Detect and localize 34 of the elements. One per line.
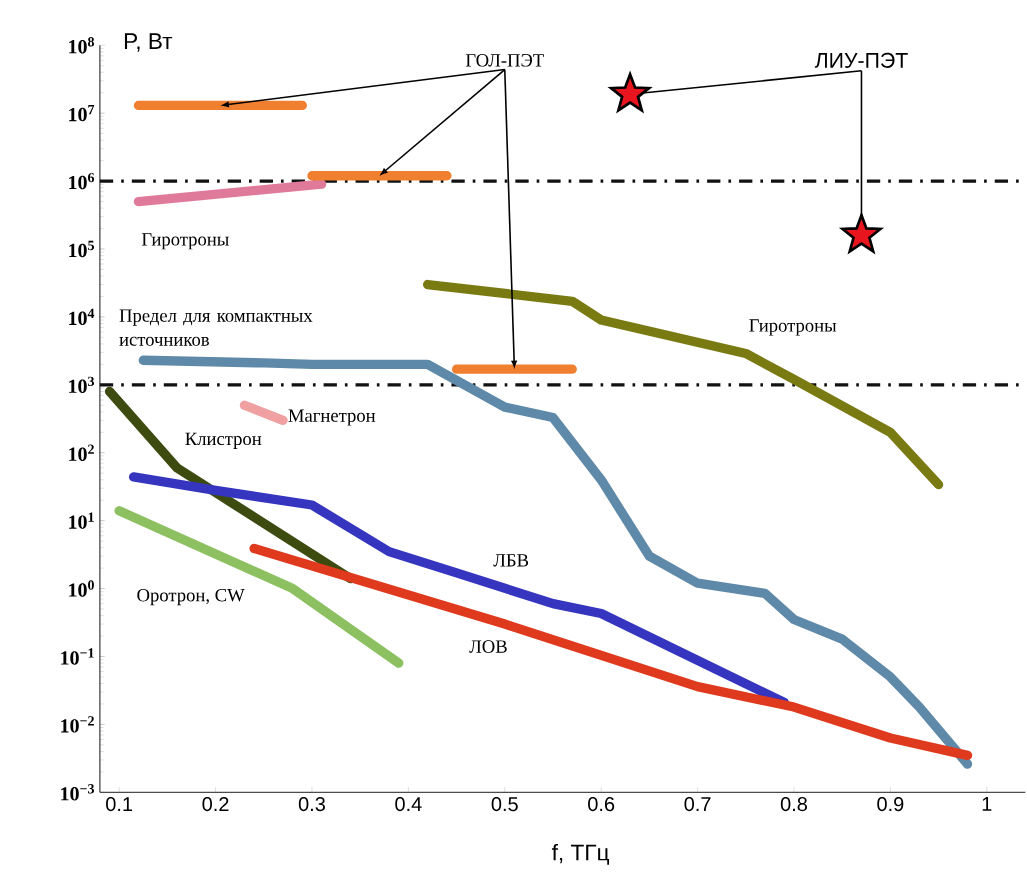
y-axis-title: P, Вт xyxy=(124,33,173,52)
series-label: Гиротроны xyxy=(749,319,837,336)
text: ЛИУ-ПЭТ xyxy=(814,52,908,68)
y-tick-label: 10$^{3}$ xyxy=(69,376,95,393)
y-tick-label: 10$^{8}$ xyxy=(69,36,95,54)
x-tick-label: 1 xyxy=(982,796,992,811)
series-label: ЛБВ xyxy=(493,554,529,567)
y-tick-label: 10$^{1}$ xyxy=(69,512,94,529)
x-tick-label: 0.8 xyxy=(780,796,807,812)
y-tick-label: 10$^{7}$ xyxy=(69,104,95,122)
x-tick-label: 0.5 xyxy=(491,796,518,812)
y-tick-label: 10$^{−2}$ xyxy=(61,716,94,733)
text: ГОЛ-ПЭТ xyxy=(465,53,544,67)
x-tick-label: 0.4 xyxy=(395,796,422,812)
series-label: Магнетрон xyxy=(288,409,376,426)
y-tick-label: 10$^{6}$ xyxy=(69,172,95,190)
y-tick-label: 10$^{4}$ xyxy=(69,308,95,325)
series-label: Гиротроны xyxy=(141,233,229,250)
y-tick-label: 10$^{5}$ xyxy=(69,240,94,258)
x-tick-label: 0.9 xyxy=(877,796,904,812)
series-label: Оротрон, CW xyxy=(137,588,245,606)
x-axis-title: f, ТГц xyxy=(551,843,610,865)
y-tick-label: 10$^{−1}$ xyxy=(61,648,94,665)
x-tick-label: 0.2 xyxy=(202,796,229,812)
series-label: ЛОВ xyxy=(469,640,507,653)
x-tick-label: 0.1 xyxy=(106,796,133,812)
x-tick-label: 0.3 xyxy=(298,796,325,812)
x-tick-label: 0.6 xyxy=(588,796,615,812)
x-tick-label: 0.7 xyxy=(684,796,711,812)
y-tick-label: 10$^{2}$ xyxy=(69,444,94,461)
y-tick-label: 10$^{0}$ xyxy=(69,580,94,597)
series-label: Клистрон xyxy=(185,432,262,449)
ref-line-label: Предел для компактных источников xyxy=(119,309,313,346)
y-tick-label: 10$^{−3}$ xyxy=(61,784,95,801)
